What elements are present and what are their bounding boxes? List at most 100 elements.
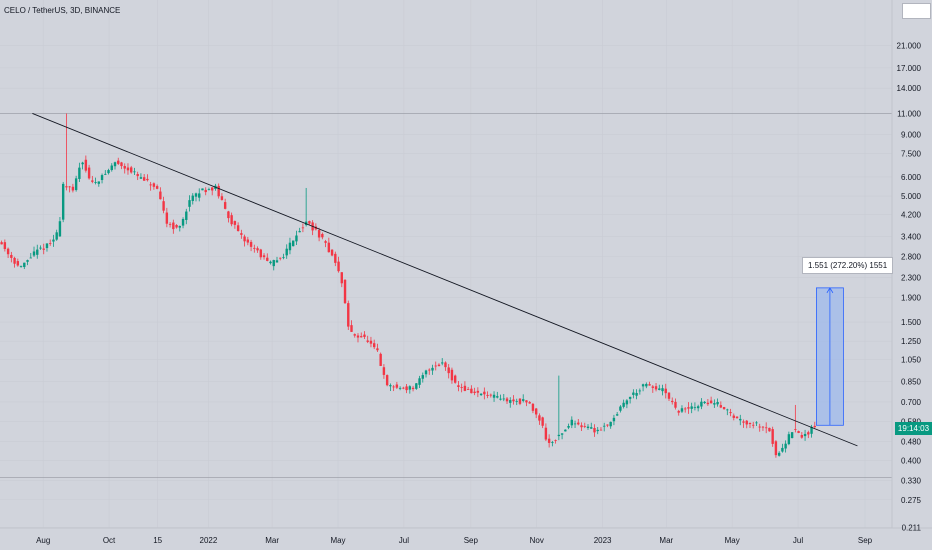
candle-body bbox=[580, 425, 583, 428]
candle-body bbox=[285, 248, 288, 256]
candle-body bbox=[81, 162, 84, 165]
candle-body bbox=[790, 432, 794, 439]
candle-body bbox=[473, 391, 476, 393]
measurement-arrow-head bbox=[826, 287, 834, 294]
candle-body bbox=[444, 362, 447, 368]
candle-body bbox=[155, 186, 159, 189]
candle-body bbox=[84, 159, 88, 171]
candle-body bbox=[26, 260, 29, 262]
candle-body bbox=[797, 431, 800, 433]
candle-body bbox=[324, 241, 327, 243]
candle-body bbox=[366, 340, 369, 342]
price-range-measurement[interactable] bbox=[816, 287, 844, 426]
price-tick-label: 0.211 bbox=[902, 524, 922, 533]
time-axis[interactable]: Aug Oct 15 2022 Mar May Jul Sep Nov 2023 Mar May Jul… bbox=[36, 536, 873, 545]
candle-body bbox=[735, 416, 739, 419]
candle-body bbox=[327, 242, 331, 253]
candle-body bbox=[424, 370, 428, 375]
candle-body bbox=[269, 261, 272, 264]
price-axis[interactable]: 0.2110.2750.3300.4000.4800.5800.7000.850… bbox=[897, 42, 922, 533]
trendline[interactable] bbox=[32, 113, 858, 447]
candle-body bbox=[191, 195, 194, 201]
candle-body bbox=[664, 388, 667, 394]
candle-body bbox=[385, 375, 389, 386]
price-tick-label: 0.400 bbox=[901, 457, 922, 466]
candle-body bbox=[117, 160, 120, 164]
candle-body bbox=[207, 189, 211, 190]
candle-body bbox=[19, 265, 23, 267]
candle-body bbox=[622, 402, 625, 407]
candle-body bbox=[279, 257, 282, 259]
candle-body bbox=[10, 254, 13, 258]
time-tick-label: Aug bbox=[36, 536, 50, 545]
candle-body bbox=[321, 233, 324, 238]
horizontal-levels bbox=[0, 113, 892, 478]
candle-body bbox=[262, 255, 266, 258]
candle-body bbox=[16, 261, 20, 266]
price-tick-label: 0.700 bbox=[901, 398, 922, 407]
candle-body bbox=[334, 253, 337, 263]
candle-body bbox=[330, 249, 334, 256]
candle-body bbox=[149, 184, 152, 186]
candle-body bbox=[593, 427, 596, 433]
candle-body bbox=[677, 410, 680, 413]
candle-body bbox=[453, 375, 457, 383]
price-axis-top-box bbox=[902, 3, 931, 19]
candle-body bbox=[220, 196, 224, 200]
candle-body bbox=[100, 175, 104, 181]
price-tick-label: 21.000 bbox=[897, 42, 922, 51]
candle-body bbox=[45, 243, 49, 249]
candle-body bbox=[65, 186, 68, 188]
candle-body bbox=[94, 182, 97, 183]
time-tick-label: May bbox=[725, 536, 740, 545]
candle-body bbox=[700, 401, 703, 407]
candle-body bbox=[162, 201, 165, 211]
candle-body bbox=[706, 402, 710, 405]
candle-body bbox=[599, 429, 603, 431]
candle-body bbox=[382, 367, 386, 375]
candle-body bbox=[353, 334, 356, 336]
price-tick-label: 3.400 bbox=[901, 232, 922, 241]
candle-body bbox=[68, 186, 71, 188]
candle-body bbox=[259, 249, 262, 258]
candle-body bbox=[178, 225, 182, 228]
candle-body bbox=[713, 403, 716, 405]
candle-body bbox=[104, 173, 107, 175]
candle-body bbox=[771, 429, 774, 444]
last-price-countdown: 19:14:03 bbox=[895, 422, 932, 435]
candle-body bbox=[603, 425, 606, 427]
descending-trendline[interactable] bbox=[32, 113, 858, 447]
candle-body bbox=[457, 385, 460, 387]
candle-body bbox=[175, 225, 178, 228]
candle-body bbox=[690, 406, 693, 409]
candle-body bbox=[800, 435, 804, 438]
candle-body bbox=[476, 390, 480, 393]
candle-body bbox=[716, 401, 719, 405]
price-tick-label: 0.850 bbox=[901, 378, 922, 387]
candle-body bbox=[356, 335, 360, 338]
candle-body bbox=[742, 421, 745, 423]
candle-body bbox=[172, 222, 175, 230]
candle-body bbox=[42, 248, 45, 250]
candle-body bbox=[217, 185, 220, 197]
price-tick-label: 0.275 bbox=[901, 496, 922, 505]
candle-body bbox=[337, 261, 340, 272]
candle-body bbox=[61, 183, 65, 220]
candle-body bbox=[246, 239, 250, 243]
price-tick-label: 1.050 bbox=[901, 355, 922, 364]
candle-body bbox=[97, 181, 101, 184]
candle-body bbox=[586, 426, 590, 429]
candle-body bbox=[687, 407, 690, 409]
candle-body bbox=[136, 174, 139, 177]
candle-body bbox=[52, 239, 55, 242]
candle-body bbox=[522, 399, 525, 401]
candle-body bbox=[810, 426, 813, 434]
candle-body bbox=[74, 178, 78, 191]
candle-body bbox=[340, 272, 343, 284]
candle-body bbox=[0, 242, 3, 245]
candle-body bbox=[761, 426, 765, 428]
candle-body bbox=[609, 421, 612, 427]
candle-body bbox=[781, 447, 784, 452]
candle-body bbox=[415, 383, 418, 389]
